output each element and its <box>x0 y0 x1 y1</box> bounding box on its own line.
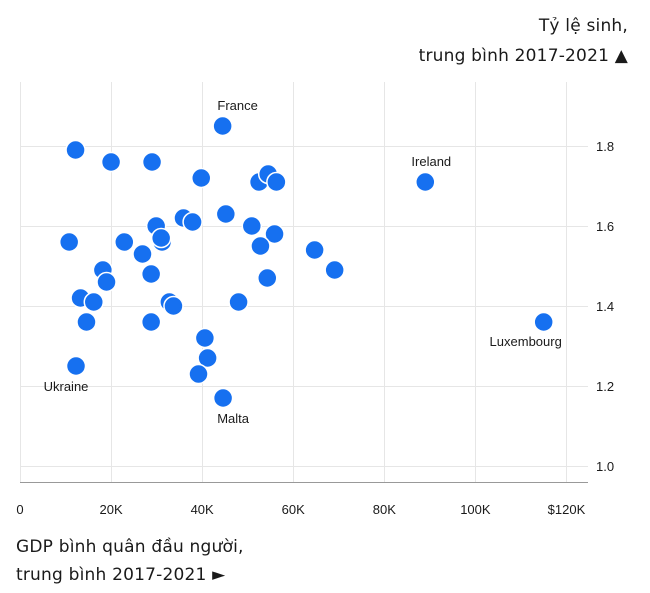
data-point-luxembourg <box>533 311 554 333</box>
data-point <box>100 151 122 173</box>
data-point <box>58 231 80 253</box>
data-point <box>257 267 278 289</box>
data-point <box>76 311 97 333</box>
x-tick-label: 0 <box>16 502 23 517</box>
tick-labels: 0 20K 40K 60K 80K 100K $120K 1.0 1.2 1.4 1.6 1.8 <box>16 139 614 517</box>
annotation-ireland: Ireland <box>411 154 451 169</box>
data-point <box>304 239 325 261</box>
y-tick-label: 1.6 <box>596 219 614 234</box>
data-point <box>96 271 117 293</box>
data-point <box>250 235 271 257</box>
data-point <box>150 227 172 249</box>
point-annotations: France Ireland Luxembourg Ukraine Malta <box>44 98 562 426</box>
data-point <box>324 259 345 281</box>
x-tick-label: 20K <box>100 502 123 517</box>
data-point <box>228 291 249 313</box>
x-tick-label: 100K <box>460 502 491 517</box>
up-arrow-icon: ▲ <box>614 46 628 66</box>
grid <box>20 82 588 483</box>
y-axis-title-line1: Tỷ lệ sinh, <box>538 16 628 36</box>
y-axis-title-line2: trung bình 2017-2021 ▲ <box>419 42 628 70</box>
data-point <box>132 243 153 265</box>
x-tick-label: 80K <box>373 502 396 517</box>
annotation-malta: Malta <box>217 411 250 426</box>
x-axis-title-text: trung bình 2017-2021 <box>16 565 207 585</box>
data-point <box>83 291 105 313</box>
data-point <box>215 203 237 225</box>
data-point <box>197 347 218 369</box>
x-tick-label: $120K <box>548 502 586 517</box>
data-point <box>190 167 212 189</box>
x-tick-label: 40K <box>191 502 214 517</box>
x-axis-title-line2: trung bình 2017-2021 ► <box>16 561 225 589</box>
data-point <box>266 171 287 193</box>
data-point <box>188 363 209 385</box>
data-point <box>241 215 263 237</box>
y-tick-label: 1.0 <box>596 459 614 474</box>
data-point-france <box>212 115 233 137</box>
data-point <box>65 139 86 161</box>
annotation-ukraine: Ukraine <box>44 379 89 394</box>
data-point <box>114 231 135 253</box>
data-points <box>58 115 554 409</box>
data-point <box>140 311 162 333</box>
data-point-malta <box>212 387 234 409</box>
data-point <box>141 151 163 173</box>
data-point <box>182 211 203 233</box>
y-tick-label: 1.2 <box>596 379 614 394</box>
x-axis-title-line1: GDP bình quân đầu người, <box>16 537 244 557</box>
data-point <box>140 263 162 285</box>
data-point-ukraine <box>65 355 87 377</box>
data-point <box>194 327 216 349</box>
annotation-france: France <box>217 98 257 113</box>
right-arrow-icon: ► <box>212 565 226 585</box>
x-tick-label: 60K <box>282 502 305 517</box>
y-axis-title-text: trung bình 2017-2021 <box>418 46 610 66</box>
y-tick-label: 1.8 <box>596 139 614 154</box>
annotation-luxembourg: Luxembourg <box>490 334 562 349</box>
data-point-ireland <box>415 171 436 193</box>
y-tick-label: 1.4 <box>596 299 614 314</box>
data-point <box>163 295 184 317</box>
data-point <box>264 223 285 245</box>
